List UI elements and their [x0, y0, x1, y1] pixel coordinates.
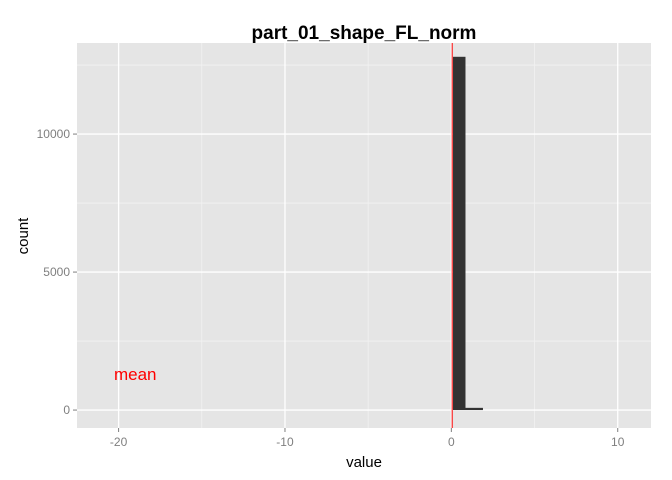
minor-gridlines — [77, 43, 651, 428]
plot-panel — [77, 43, 651, 428]
x-axis-title: value — [346, 454, 382, 471]
histogram-bars — [453, 56, 483, 411]
x-axis-ticks: -20 -10 0 10 — [110, 428, 625, 449]
histogram-bar — [453, 56, 466, 411]
chart-title: part_01_shape_FL_norm — [252, 23, 477, 44]
y-tick-label: 10000 — [37, 127, 71, 141]
y-axis-ticks: 0 5000 10000 — [37, 127, 77, 417]
mean-annotation: mean — [114, 365, 157, 384]
x-tick-label: -20 — [110, 435, 128, 449]
major-gridlines — [77, 43, 651, 428]
x-tick-label: -10 — [276, 435, 294, 449]
y-axis-title: count — [15, 217, 32, 255]
histogram-bar — [465, 407, 483, 411]
x-tick-label: 10 — [611, 435, 625, 449]
y-tick-label: 0 — [63, 403, 70, 417]
x-tick-label: 0 — [448, 435, 455, 449]
y-tick-label: 5000 — [43, 265, 70, 279]
